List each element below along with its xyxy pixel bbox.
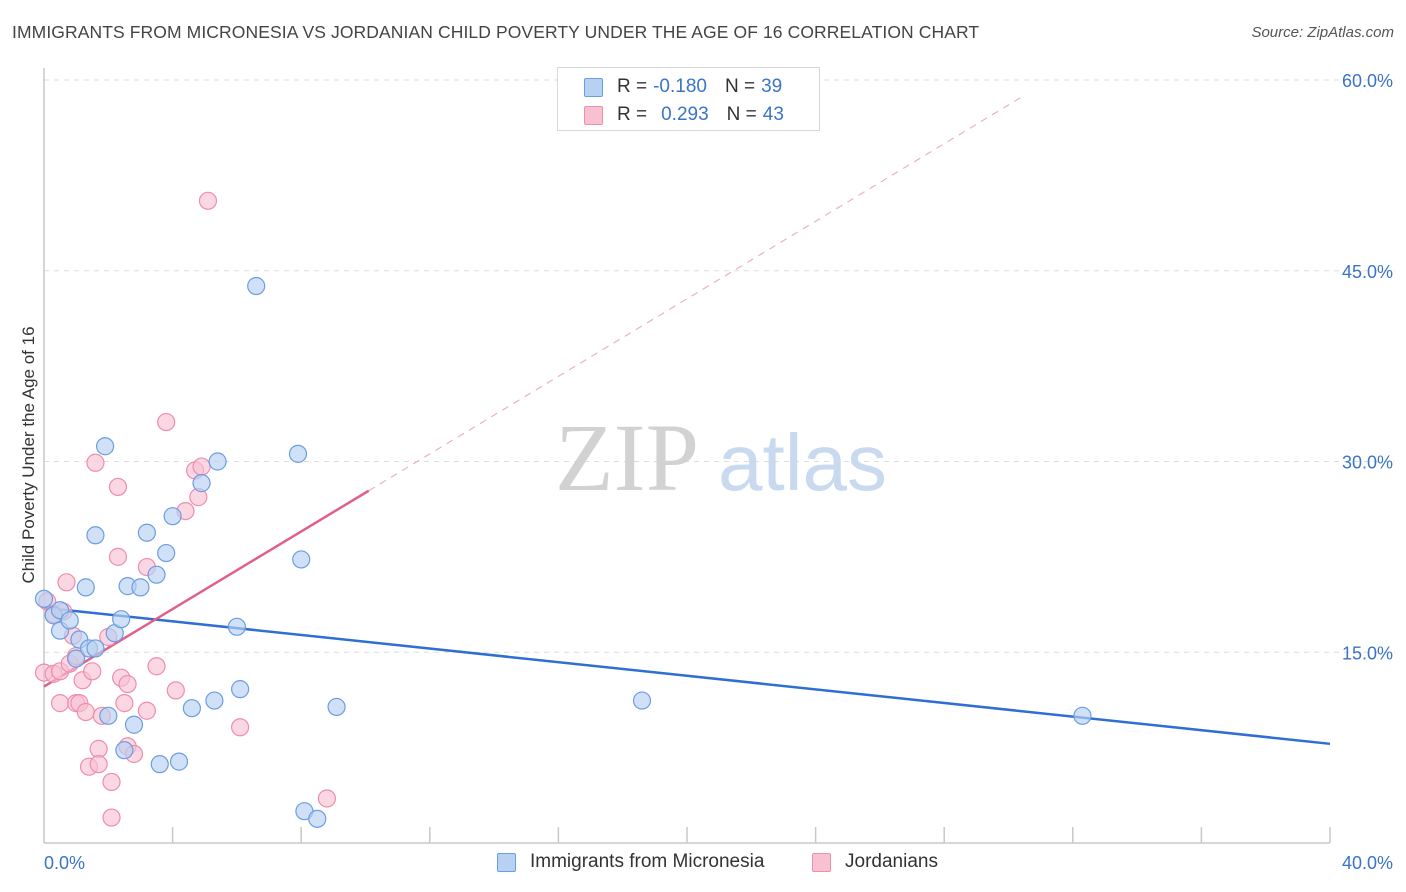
micronesia-point (115, 741, 134, 760)
jordanians-point (115, 694, 134, 713)
jordanians-point (231, 718, 250, 737)
jordanians-point (89, 755, 108, 774)
watermark-atlas: atlas (718, 418, 887, 507)
jordanians-point (102, 808, 121, 827)
micronesia-point (247, 276, 266, 296)
series-legend: Immigrants from Micronesia Jordanians (0, 851, 1406, 879)
micronesia-point (86, 526, 105, 545)
gridlines (44, 79, 1395, 653)
jordanians-point (108, 547, 128, 566)
x-tick-label: 0.0% (44, 853, 85, 873)
micronesia-point (137, 523, 156, 542)
micronesia-point (112, 610, 131, 629)
x-tick-label: 40.0% (1342, 853, 1393, 873)
watermark: ZIP atlas (555, 404, 887, 511)
legend-r-value: 0.293 (661, 104, 709, 125)
micronesia-point (1073, 706, 1092, 725)
jordanians-point (137, 701, 156, 720)
micronesia-point (163, 507, 182, 526)
micronesia-point (205, 691, 224, 710)
y-tick-label: 15.0% (1342, 643, 1393, 663)
y-axis-label: Child Poverty Under the Age of 16 (19, 326, 38, 583)
legend-row-jordanians: R = 0.293 N = 43 (558, 102, 784, 128)
source-label: Source: ZipAtlas.com (1251, 24, 1394, 41)
watermark-zip: ZIP (555, 404, 699, 511)
legend-r-value: -0.180 (653, 76, 707, 97)
jordanians-point (198, 191, 218, 210)
micronesia-point (86, 639, 105, 658)
y-tick-label: 45.0% (1342, 262, 1393, 282)
micronesia-point (227, 617, 246, 636)
micronesia-point (231, 680, 250, 699)
legend-r-label: R = (617, 104, 648, 125)
jordanians-point (108, 477, 128, 497)
jordanians-point (57, 573, 76, 592)
micronesia-point (67, 649, 86, 668)
micronesia-point (95, 437, 115, 456)
chart-title: IMMIGRANTS FROM MICRONESIA VS JORDANIAN … (12, 22, 980, 42)
jordanians-point (50, 694, 70, 713)
jordanians-point (102, 772, 121, 792)
jordanians-point (166, 681, 185, 700)
jordanians-trend-extension (368, 94, 1025, 492)
legend-n-label: N = (724, 76, 756, 97)
legend-swatch-pink (584, 105, 603, 125)
legend-swatch-blue (497, 852, 516, 872)
micronesia-point (169, 752, 189, 771)
micronesia-point (192, 474, 211, 493)
micronesia-trend-line (43, 606, 1331, 746)
micronesia-point (147, 565, 166, 584)
micronesia-point (99, 706, 118, 725)
jordanians-point (86, 453, 105, 472)
legend-n-value: 43 (762, 104, 784, 125)
jordanians-point (147, 657, 166, 676)
micronesia-point (182, 699, 201, 718)
micronesia-point (60, 611, 79, 630)
micronesia-point (76, 578, 95, 597)
y-tick-label: 30.0% (1342, 453, 1393, 473)
micronesia-point (131, 578, 150, 597)
legend-swatch-pink (812, 852, 831, 872)
legend-n-value: 39 (761, 76, 783, 97)
jordanians-point (76, 702, 95, 722)
tick-labels: 15.0% 30.0% 45.0% 60.0% 0.0% 40.0% (44, 71, 1393, 873)
jordanians-point (192, 457, 211, 476)
micronesia-point (208, 452, 227, 471)
legend-swatch-blue (584, 77, 603, 97)
axes (43, 68, 1331, 844)
legend-label-jordanians: Jordanians (845, 851, 938, 872)
data-points (34, 191, 1092, 828)
micronesia-point (157, 543, 176, 563)
jordanians-point (118, 674, 137, 694)
micronesia-point (34, 589, 54, 608)
micronesia-point (308, 809, 327, 828)
micronesia-point (288, 444, 308, 463)
jordanians-point (89, 739, 108, 758)
jordanians-point (83, 662, 102, 681)
legend-label-micronesia: Immigrants from Micronesia (530, 851, 765, 872)
y-tick-label: 60.0% (1342, 71, 1393, 91)
jordanians-point (157, 412, 176, 432)
legend-item-jordanians: Jordanians (812, 851, 938, 873)
legend-row-micronesia: R = -0.180 N = 39 (558, 74, 782, 100)
legend-r-label: R = (617, 76, 648, 97)
legend-n-label: N = (726, 104, 757, 125)
micronesia-point (327, 697, 346, 717)
stats-legend: R = -0.180 N = 39 R = 0.293 N = 43 (557, 67, 820, 131)
micronesia-point (150, 755, 169, 774)
micronesia-point (632, 691, 652, 710)
micronesia-point (292, 550, 311, 569)
legend-item-micronesia: Immigrants from Micronesia (497, 851, 764, 873)
jordanians-point (317, 789, 337, 808)
micronesia-point (124, 715, 144, 734)
